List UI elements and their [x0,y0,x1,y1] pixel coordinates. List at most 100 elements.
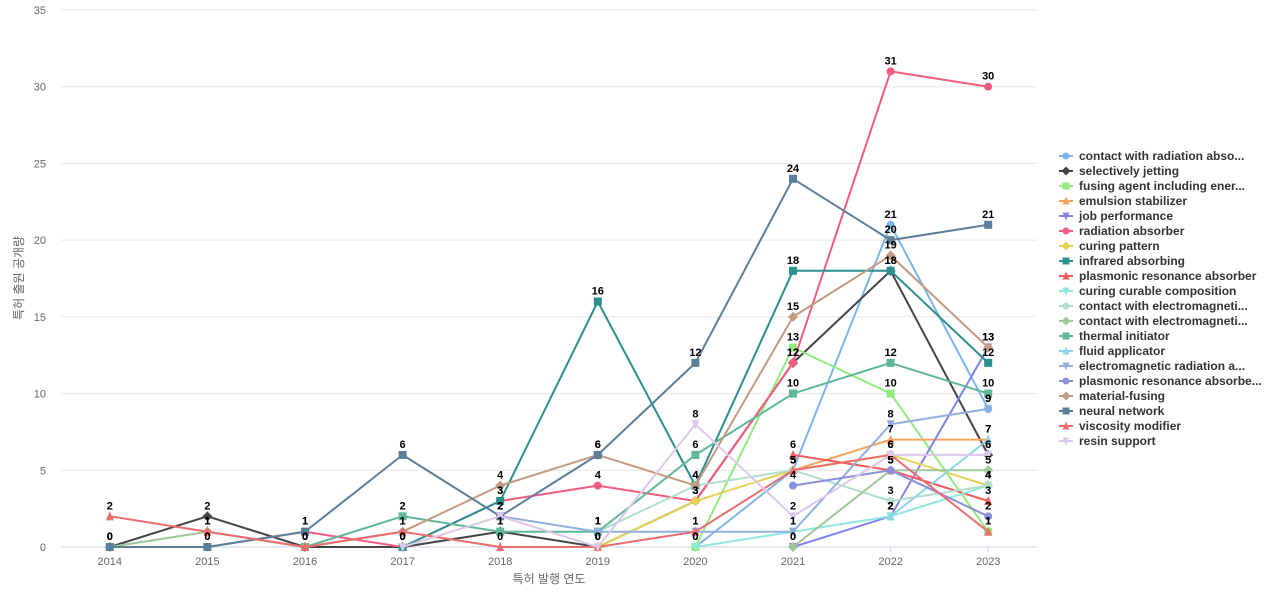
data-label: 4 [790,470,797,482]
legend[interactable]: contact with radiation abso...selectivel… [1059,149,1262,448]
data-point [885,250,896,261]
legend-item[interactable]: contact with electromagneti... [1059,299,1248,313]
data-point [984,82,993,91]
legend-item[interactable]: neural network [1059,404,1165,418]
data-point [789,449,797,459]
legend-label: radiation absorber [1079,224,1185,238]
data-label: 6 [790,439,796,451]
legend-item[interactable]: infrared absorbing [1059,254,1185,268]
legend-symbol [1061,166,1071,176]
data-label: 5 [888,454,894,466]
data-label: 3 [692,485,698,497]
data-label: 18 [884,255,896,267]
data-label: 1 [985,516,991,528]
legend-item[interactable]: plasmonic resonance absorbe... [1059,374,1262,388]
data-point [495,480,506,491]
grid-lines [61,9,1037,548]
data-label: 0 [595,531,601,543]
legend-symbol [1062,332,1070,340]
series-group [104,265,994,552]
data-point [203,543,212,551]
data-label: 2 [204,500,210,512]
data-label: 0 [107,531,113,543]
data-label: 2 [888,500,894,512]
data-point [886,511,895,521]
data-point [496,512,505,522]
data-label: 2 [497,500,503,512]
legend-item[interactable]: contact with radiation abso... [1059,149,1244,163]
legend-item[interactable]: curing curable composition [1059,284,1236,298]
data-label: 30 [982,71,994,83]
data-point [886,67,895,76]
y-tick-label: 15 [34,312,46,324]
data-label: 6 [888,439,894,451]
data-point [691,543,700,552]
data-point [105,543,114,551]
data-point [886,266,895,275]
data-label: 5 [790,454,796,466]
legend-symbol [1062,287,1070,296]
data-label: 2 [985,500,991,512]
legend-label: viscosity modifier [1079,419,1181,433]
data-label: 0 [302,531,308,543]
legend-symbol [1062,257,1070,265]
data-label: 24 [787,163,800,175]
legend-item[interactable]: resin support [1059,434,1156,448]
legend-symbol [1062,437,1070,446]
legend-symbol [1062,346,1070,355]
data-point [690,480,701,491]
data-label: 2 [497,500,503,512]
data-point [886,450,895,460]
legend-symbol [1062,407,1070,415]
data-label: 1 [204,516,210,528]
x-tick-label: 2015 [195,556,219,568]
legend-item[interactable]: contact with electromagneti... [1059,314,1248,328]
legend-item[interactable]: material-fusing [1059,389,1165,403]
data-label: 1 [595,516,601,528]
legend-item[interactable]: electromagnetic radiation a... [1059,359,1245,373]
data-label: 4 [692,470,699,482]
data-label: 1 [302,516,308,528]
data-label: 13 [982,332,994,344]
data-point [886,496,895,505]
y-axis-title: 특허 출원 공개량 [12,236,26,320]
data-label: 3 [497,485,503,497]
legend-item[interactable]: job performance [1059,209,1173,223]
data-label: 5 [888,454,894,466]
data-point [593,527,602,537]
y-tick-label: 35 [34,5,46,17]
legend-label: resin support [1079,434,1156,448]
data-label: 0 [107,531,113,543]
series-line [109,453,989,548]
x-axis-title: 특허 발행 연도 [513,571,586,586]
legend-item[interactable]: fusing agent including ener... [1059,179,1245,193]
legend-symbol [1062,182,1070,190]
legend-item[interactable]: curing pattern [1059,239,1160,253]
data-label: 0 [595,531,601,543]
data-label: 0 [302,531,308,543]
legend-item[interactable]: radiation absorber [1059,224,1185,238]
data-point [984,481,993,490]
data-point [886,434,895,444]
data-point [984,434,993,444]
legend-item[interactable]: fluid applicator [1059,344,1165,358]
legend-item[interactable]: plasmonic resonance absorber [1059,269,1257,283]
series-group [105,449,993,551]
data-point [398,512,407,521]
data-label: 12 [982,347,994,359]
legend-symbol [1062,271,1070,280]
data-label: 8 [692,408,698,420]
legend-item[interactable]: emulsion stabilizer [1059,194,1187,208]
data-label: 0 [595,531,601,543]
data-label: 0 [400,531,406,543]
legend-item[interactable]: selectively jetting [1059,164,1179,178]
legend-item[interactable]: thermal initiator [1059,329,1170,343]
data-label: 2 [888,500,894,512]
data-label: 1 [692,516,698,528]
data-point [691,450,700,459]
legend-item[interactable]: viscosity modifier [1059,419,1181,433]
data-label: 0 [497,531,503,543]
data-label: 0 [595,531,601,543]
data-label: 8 [888,408,894,420]
data-point [886,389,895,398]
